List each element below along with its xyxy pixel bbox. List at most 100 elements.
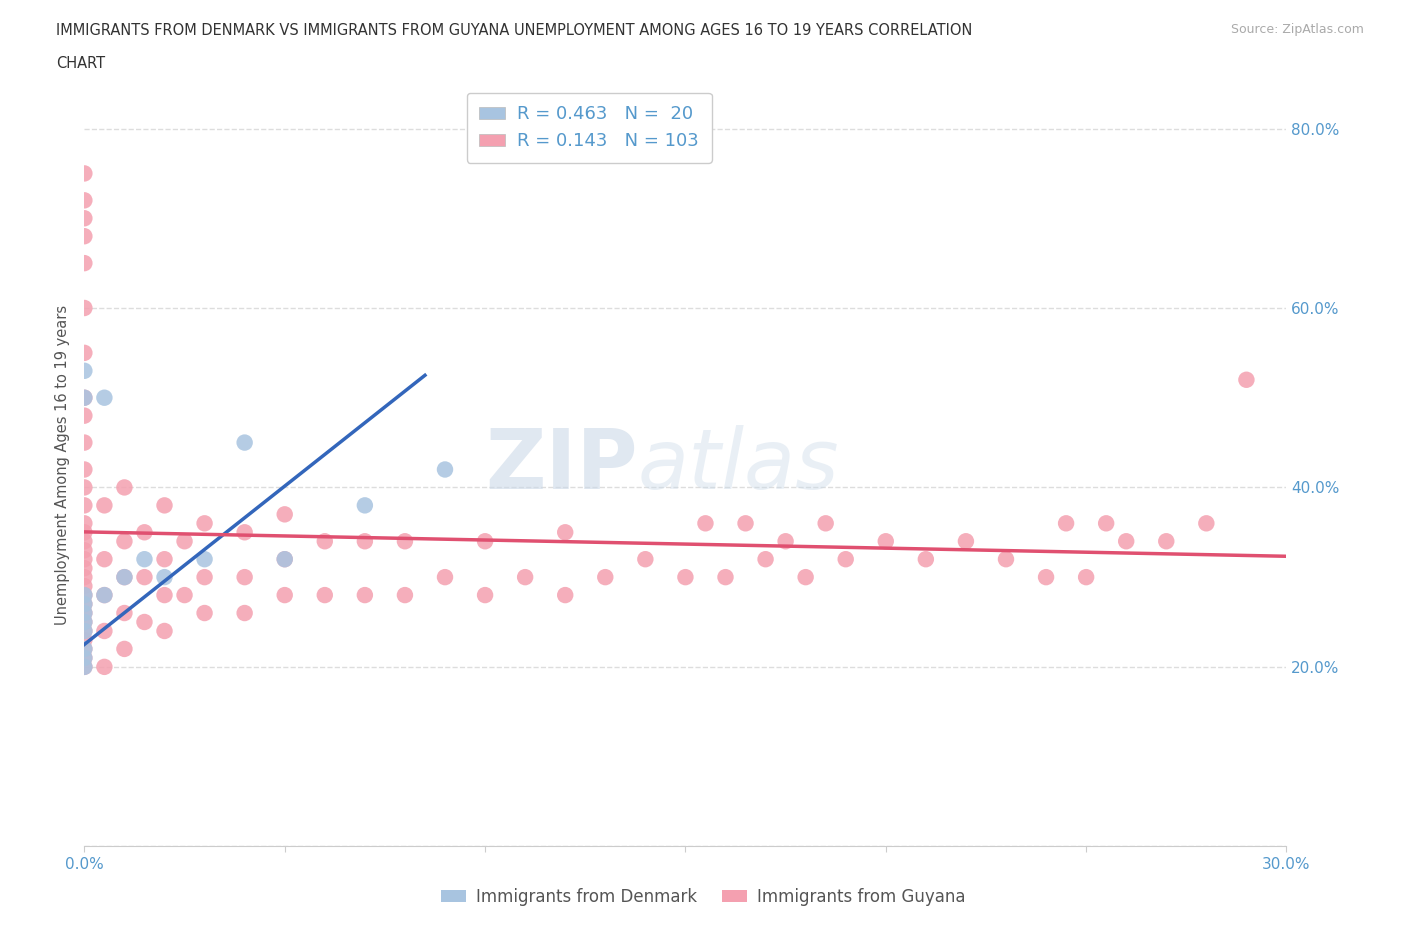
Point [114, 605, 135, 620]
Point [134, 551, 156, 566]
Text: CHART: CHART [56, 56, 105, 71]
Point [233, 435, 256, 450]
Point [73, 642, 96, 657]
Point [73, 597, 96, 612]
Point [73, 642, 96, 657]
Point [153, 498, 176, 512]
Y-axis label: Unemployment Among Ages 16 to 19 years: Unemployment Among Ages 16 to 19 years [55, 305, 70, 625]
Point [675, 570, 697, 585]
Point [73, 498, 96, 512]
Point [1076, 570, 1098, 585]
Point [134, 615, 156, 630]
Point [73, 391, 96, 405]
Point [835, 551, 858, 566]
Point [314, 534, 336, 549]
Point [73, 597, 96, 612]
Point [153, 551, 176, 566]
Point [434, 570, 457, 585]
Point [915, 551, 938, 566]
Point [73, 588, 96, 603]
Point [73, 534, 96, 549]
Point [73, 632, 96, 647]
Point [434, 462, 457, 477]
Point [93, 391, 115, 405]
Point [73, 408, 96, 423]
Point [73, 650, 96, 665]
Point [73, 623, 96, 638]
Point [73, 435, 96, 450]
Point [73, 615, 96, 630]
Point [73, 551, 96, 566]
Point [1054, 516, 1077, 531]
Point [354, 534, 377, 549]
Point [134, 570, 156, 585]
Text: ZIP: ZIP [485, 424, 637, 506]
Point [153, 588, 176, 603]
Point [73, 605, 96, 620]
Point [233, 570, 256, 585]
Point [714, 570, 737, 585]
Point [73, 615, 96, 630]
Point [634, 551, 657, 566]
Point [173, 588, 195, 603]
Point [474, 588, 496, 603]
Point [354, 588, 377, 603]
Legend: R = 0.463   N =  20, R = 0.143   N = 103: R = 0.463 N = 20, R = 0.143 N = 103 [467, 93, 711, 163]
Point [1095, 516, 1118, 531]
Point [114, 480, 135, 495]
Point [474, 534, 496, 549]
Point [73, 480, 96, 495]
Point [73, 570, 96, 585]
Point [274, 588, 297, 603]
Point [194, 605, 217, 620]
Point [1035, 570, 1057, 585]
Point [814, 516, 837, 531]
Point [73, 211, 96, 226]
Point [114, 642, 135, 657]
Text: atlas: atlas [637, 424, 839, 506]
Point [233, 525, 256, 539]
Text: Source: ZipAtlas.com: Source: ZipAtlas.com [1230, 23, 1364, 36]
Point [695, 516, 717, 531]
Point [93, 551, 115, 566]
Point [73, 256, 96, 271]
Point [1195, 516, 1218, 531]
Point [73, 229, 96, 244]
Point [73, 300, 96, 315]
Point [114, 570, 135, 585]
Point [875, 534, 897, 549]
Point [755, 551, 778, 566]
Point [93, 498, 115, 512]
Point [73, 659, 96, 674]
Point [274, 551, 297, 566]
Point [73, 605, 96, 620]
Point [73, 516, 96, 531]
Point [114, 570, 135, 585]
Point [775, 534, 797, 549]
Point [73, 193, 96, 207]
Point [153, 570, 176, 585]
Point [73, 659, 96, 674]
Point [734, 516, 756, 531]
Point [93, 588, 115, 603]
Point [394, 588, 416, 603]
Point [194, 551, 217, 566]
Point [73, 543, 96, 558]
Point [274, 507, 297, 522]
Point [153, 623, 176, 638]
Point [73, 561, 96, 576]
Point [114, 534, 135, 549]
Point [394, 534, 416, 549]
Point [995, 551, 1018, 566]
Point [314, 588, 336, 603]
Point [595, 570, 617, 585]
Point [73, 525, 96, 539]
Point [554, 525, 576, 539]
Point [233, 605, 256, 620]
Legend: Immigrants from Denmark, Immigrants from Guyana: Immigrants from Denmark, Immigrants from… [434, 881, 972, 912]
Point [73, 578, 96, 593]
Point [274, 551, 297, 566]
Point [1156, 534, 1178, 549]
Point [515, 570, 537, 585]
Point [73, 588, 96, 603]
